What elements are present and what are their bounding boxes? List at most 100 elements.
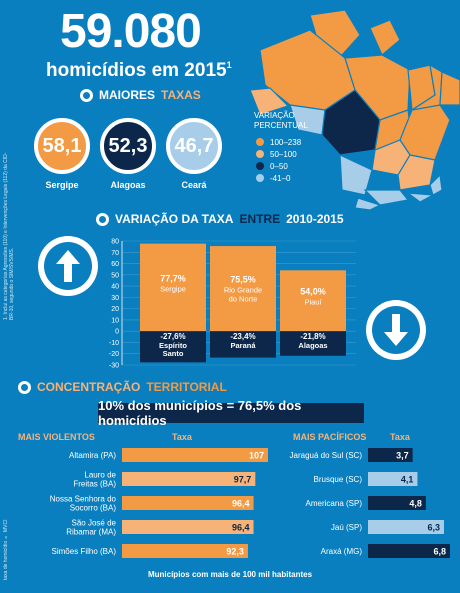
row-label: Lauro de [84,471,116,480]
hbar-value: 6,3 [427,523,440,533]
headline-subtitle-text: homicídios em 2015 [46,60,227,81]
rate-item-3: 46,7 [166,118,222,174]
legend-title-2: PERCENTUAL [254,121,308,130]
rate-item-2: 52,3 [100,118,156,174]
rate-item-1: 58,1 [34,118,90,174]
section-variation-b: ENTRE [239,212,281,226]
row-label: Freitas (BA) [73,480,116,489]
map-legend: 100–238 50–100 0–50 -41–0 [256,136,301,184]
row-label: Jaú (SP) [331,523,362,532]
row-label: Altamira (PA) [69,451,116,460]
bar-value-label: 75,5% [230,275,256,285]
section-concentration-b: TERRITORIAL [146,380,227,394]
y-tick-label: 40 [111,284,119,291]
footnote-vertical: 1. Inclui as categorias Agressões (110) … [3,152,15,320]
bar-negative [140,331,206,363]
map-region-ne [439,71,460,106]
row-label: Ribamar (MA) [66,528,116,537]
bar-state-label: Santo [163,349,184,358]
y-tick-label: 60 [111,261,119,268]
bar-state-label: do Norte [229,295,258,304]
y-tick-label: 10 [111,317,119,324]
bar-value-label: 54,0% [300,287,326,297]
hbar-value: 6,8 [433,547,446,557]
section-concentration: CONCENTRAÇÃO TERRITORIAL [18,380,227,394]
row-label: Nossa Senhora do [50,495,117,504]
section-top-rates-a: MAIORES [99,88,156,102]
rate-circle: 58,1 [34,118,90,174]
y-tick-label: 70 [111,250,119,257]
variation-chart: 80 70 60 50 40 30 20 10 0 -10 -20 -30 77,7%Sergipe 75… [109,239,356,370]
hbar-value: 97,7 [234,475,252,485]
map-region-ap [369,19,401,56]
legend-dot [256,174,264,182]
y-tick-label: -30 [109,363,119,370]
peaceful-header: MAIS PACÍFICOS [293,432,367,442]
hbar [122,472,256,486]
section-concentration-a: CONCENTRAÇÃO [37,380,141,394]
y-tick-label: 80 [111,239,119,246]
map-region-pr [354,197,382,210]
peaceful-chart: Jaraguá do Sul (SC) 3,7 Brusque (SC) 4,1 Ame… [290,448,450,558]
bar-state-label: Paraná [230,341,256,350]
section-top-rates-b: TAXAS [161,88,201,102]
ring-icon [80,88,93,102]
bar-positive [140,243,206,332]
rate-state: Sergipe [45,180,79,190]
row-label: Socorro (BA) [70,504,117,513]
legend-label: -41–0 [270,173,291,183]
row-label: Simões Filho (BA) [52,547,117,556]
ring-icon [18,380,31,394]
bar-state-label: Espírito [159,341,187,350]
map-region-rj [405,192,436,203]
hbar [368,520,444,534]
y-tick-label: 20 [111,306,119,313]
map-region-mg [397,154,436,191]
hbar-value: 4,1 [401,475,414,485]
row-label: Araxá (MG) [321,547,363,556]
hbar [368,544,450,558]
hbar-value: 4,8 [409,499,422,509]
map-region-ac [250,87,290,116]
hbar-value: 96,4 [232,499,250,509]
legend-label: 0–50 [270,161,288,171]
bar-negative [280,331,346,356]
y-tick-label: -10 [109,340,119,347]
bar-value-label: -23,4% [230,332,255,341]
hbar-value: 3,7 [396,451,409,461]
violent-rate-header: Taxa [172,432,192,442]
legend-item: 0–50 [256,160,301,172]
banner: 10% dos municípios = 76,5% dos homicídio… [98,398,364,428]
headline-subtitle: homicídios em 20151 [46,60,232,82]
legend-label: 50–100 [270,149,297,159]
hbar [122,496,254,510]
section-variation: VARIAÇÃO DA TAXA ENTRE 2010-2015 [96,212,344,226]
bar-state-label: Piauí [304,298,322,307]
hbar [122,448,268,462]
peaceful-rate-header: Taxa [390,432,410,442]
ring-icon [96,212,109,226]
y-tick-label: 50 [111,272,119,279]
bar-positive [280,270,346,332]
bar-state-label: Sergipe [160,284,186,293]
rate-circle: 46,7 [166,118,222,174]
source-vertical: taxa de homicídio × MVCI [3,519,9,580]
bar-value-label: 77,7% [160,273,186,283]
legend-item: -41–0 [256,172,301,184]
legend-dot [256,162,264,170]
legend-item: 50–100 [256,148,301,160]
hbar [122,520,254,534]
hbar-value: 107 [249,451,264,461]
map-region-es [429,173,443,196]
legend-item: 100–238 [256,136,301,148]
brazil-map [250,10,460,210]
hbar-value: 96,4 [232,523,250,533]
bar-value-label: -21,8% [300,332,325,341]
map-region-ms [339,154,373,196]
arrow-up-icon [38,236,98,296]
legend-dot [256,150,264,158]
rate-state: Ceará [181,180,207,190]
bar-state-label: Rio Grande [224,286,262,295]
y-tick-label: -20 [109,351,119,358]
legend-title-1: VARIAÇÃO [254,111,295,120]
